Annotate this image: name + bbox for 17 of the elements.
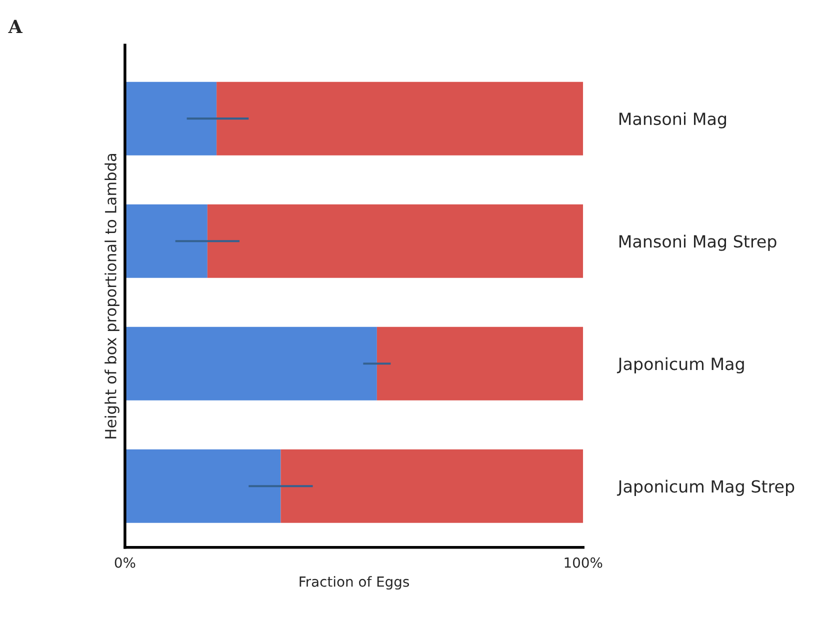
bar: [207, 204, 584, 278]
x-tick-label: 100%: [564, 557, 602, 568]
bar: [216, 82, 584, 156]
bar: [124, 204, 208, 278]
y-axis-title: Height of box proportional to Lambda: [104, 154, 120, 438]
text: A: [8, 20, 23, 34]
y-tick-label: Japonicum Mag Strep: [616, 480, 794, 496]
y-tick-label: Japonicum Mag: [616, 357, 744, 374]
y-tick-label: Mansoni Mag Strep: [619, 234, 776, 251]
bar: [124, 326, 377, 400]
bar: [124, 82, 217, 156]
bar: [280, 449, 584, 523]
x-tick-label: 0%: [114, 557, 136, 568]
x-axis-title: Fraction of Eggs: [300, 576, 409, 590]
y-tick-label: Mansoni Mag: [619, 112, 726, 128]
bar: [124, 449, 281, 523]
bar: [376, 326, 584, 400]
